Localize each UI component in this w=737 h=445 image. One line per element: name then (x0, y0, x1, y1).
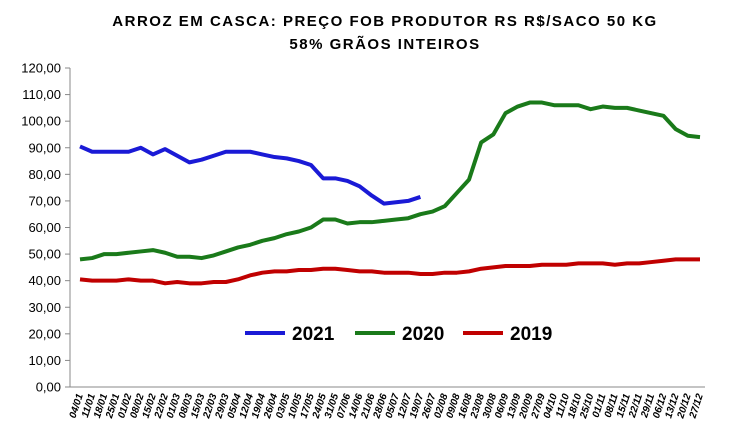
y-tick-label: 90,00 (28, 140, 61, 155)
y-tick-label: 80,00 (28, 167, 61, 182)
y-tick-label: 0,00 (36, 380, 61, 395)
series-line (79, 144, 422, 206)
y-tick-label: 70,00 (28, 193, 61, 208)
legend-label: 2021 (292, 324, 335, 345)
y-tick-label: 50,00 (28, 247, 61, 262)
y-tick-label: 100,00 (21, 114, 61, 129)
y-tick-label: 110,00 (22, 87, 61, 102)
y-tick-label: 10,00 (28, 353, 61, 368)
legend-label: 2020 (402, 324, 444, 345)
chart-subtitle: 58% GRÃOS INTEIROS (289, 35, 480, 53)
chart-title: ARROZ EM CASCA: PREÇO FOB PRODUTOR RS R$… (112, 13, 657, 30)
y-tick-label: 40,00 (28, 273, 61, 288)
legend-label: 2019 (510, 324, 552, 345)
y-tick-label: 120,00 (21, 61, 61, 76)
y-tick-label: 60,00 (28, 220, 61, 235)
y-tick-label: 30,00 (28, 300, 61, 315)
series-line (79, 257, 700, 286)
y-tick-label: 20,00 (28, 326, 61, 341)
series-line (79, 100, 701, 262)
